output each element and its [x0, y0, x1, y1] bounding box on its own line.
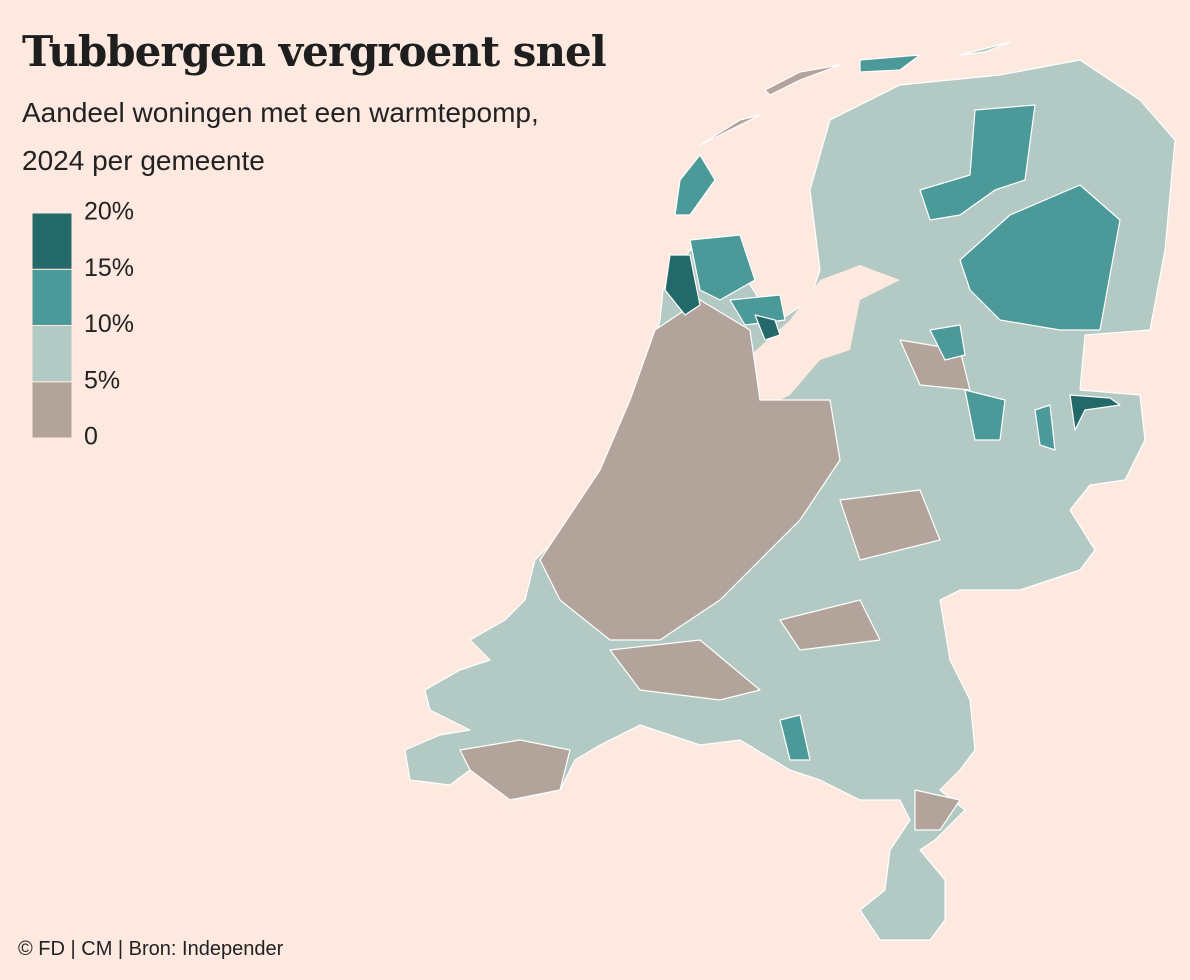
- region: [664, 254, 701, 316]
- region: [729, 294, 786, 326]
- subtitle: Aandeel woningen met een warmtepomp,: [22, 97, 539, 128]
- region: [459, 739, 571, 801]
- source: © FD | CM | Bron: Independer: [18, 938, 284, 960]
- region: [1034, 404, 1056, 451]
- region: [839, 489, 941, 561]
- legend-label: 15%: [84, 254, 134, 282]
- region: [919, 104, 1036, 221]
- region: [699, 114, 761, 146]
- region: [959, 41, 1011, 56]
- legend-label: 0: [84, 423, 98, 451]
- region: [754, 314, 781, 341]
- region: [779, 599, 881, 651]
- legend-label: 20%: [84, 198, 134, 226]
- map: [404, 41, 1176, 941]
- region: [964, 389, 1006, 441]
- legend-swatch: [31, 381, 73, 439]
- legend-swatch: [31, 212, 73, 270]
- region: [609, 639, 761, 701]
- region: [764, 64, 841, 96]
- region: [959, 184, 1121, 331]
- legend: 0 5% 10% 15% 20%: [31, 198, 134, 451]
- region: [779, 714, 811, 761]
- region: [929, 324, 966, 361]
- region: [859, 54, 921, 73]
- title: Tubbergen vergroent snel: [22, 27, 606, 76]
- legend-label: 5%: [84, 366, 120, 394]
- legend-swatch: [31, 268, 73, 326]
- region: [539, 299, 841, 641]
- region: [674, 154, 716, 216]
- region: [914, 789, 961, 831]
- region: [689, 234, 756, 301]
- legend-label: 10%: [84, 310, 134, 338]
- water: [745, 265, 900, 410]
- region: [1069, 394, 1121, 431]
- legend-swatch: [31, 325, 73, 383]
- subtitle: 2024 per gemeente: [22, 145, 265, 176]
